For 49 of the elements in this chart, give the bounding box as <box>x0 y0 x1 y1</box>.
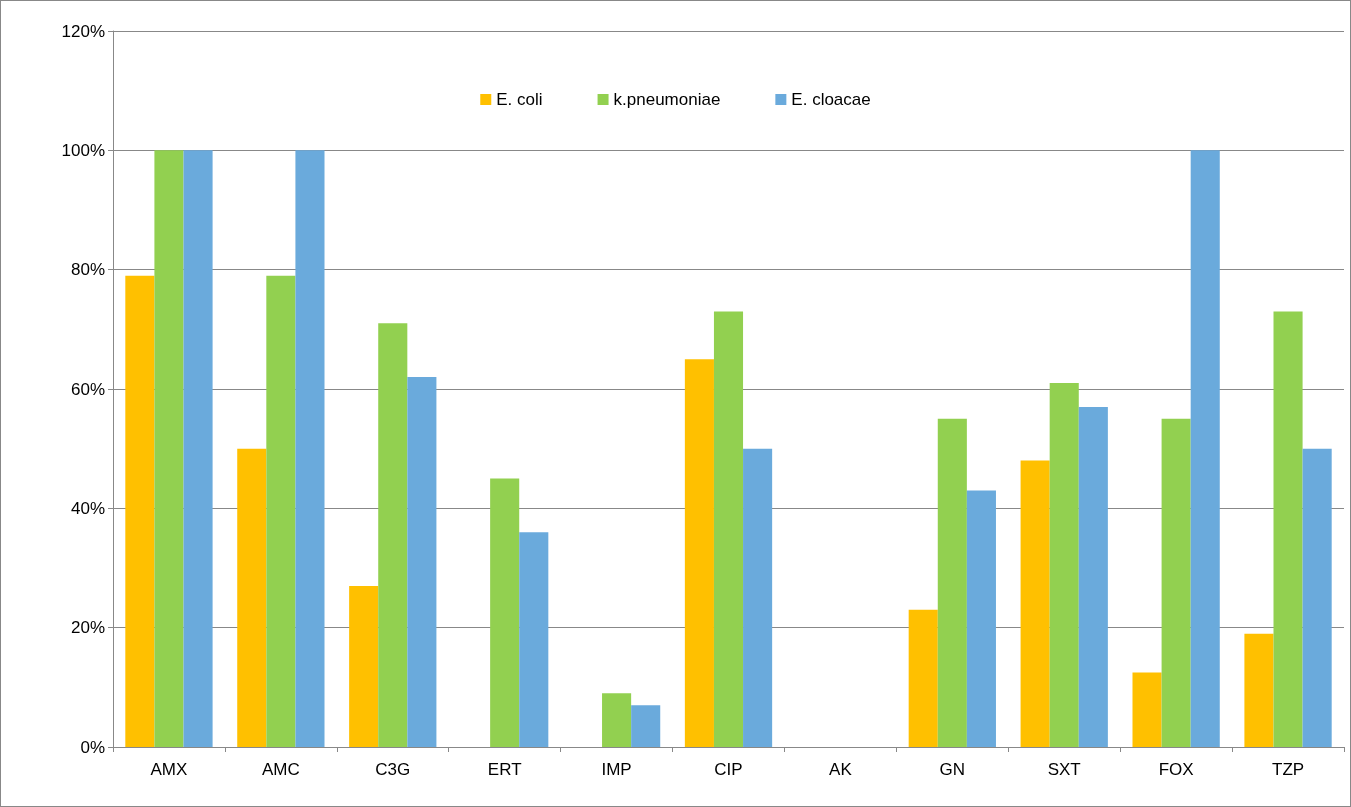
x-tick-label: GN <box>939 760 966 779</box>
bar <box>349 585 379 747</box>
bar <box>1078 406 1108 747</box>
bar <box>490 478 520 747</box>
bar <box>407 377 437 747</box>
bar <box>295 150 325 747</box>
bar <box>684 359 714 747</box>
y-tick-label: 20% <box>70 618 105 638</box>
bar <box>631 705 661 747</box>
x-tick-label: TZP <box>1271 760 1305 779</box>
bar <box>1244 633 1274 747</box>
x-tick-label: FOX <box>1158 760 1194 779</box>
x-tick-label: AMX <box>150 760 188 779</box>
x-tick-label: AK <box>829 760 853 779</box>
bar <box>1190 150 1220 747</box>
y-tick-label: 120% <box>61 21 105 41</box>
bar <box>154 150 184 747</box>
bar <box>966 490 996 747</box>
bar <box>1020 460 1050 747</box>
bar <box>713 311 744 747</box>
bar <box>1273 311 1303 747</box>
x-tick-label: AMC <box>261 760 300 779</box>
legend-label: E. cloacae <box>791 90 871 109</box>
x-tick-label: SXT <box>1047 760 1081 779</box>
bar <box>1302 448 1332 747</box>
bar <box>743 448 773 747</box>
y-tick-label: 0% <box>80 737 105 757</box>
x-tick-label: ERT <box>487 760 522 779</box>
bar <box>1049 383 1079 747</box>
bar <box>1132 672 1162 747</box>
y-tick-label: 40% <box>70 498 105 518</box>
x-tick-label: C3G <box>375 760 411 779</box>
bar <box>266 275 296 747</box>
bar <box>1161 418 1191 747</box>
x-tick-label: CIP <box>714 760 743 779</box>
bar <box>183 150 213 747</box>
bar <box>519 532 549 747</box>
bar <box>125 275 155 747</box>
bar <box>937 418 967 747</box>
legend-label: k.pneumoniae <box>613 90 721 109</box>
bar <box>602 693 632 747</box>
y-tick-label: 100% <box>61 140 105 160</box>
legend-label: E. coli <box>496 90 543 109</box>
bar <box>237 448 267 747</box>
y-tick-label: 80% <box>70 260 105 280</box>
x-tick-label: IMP <box>601 760 632 779</box>
bar <box>908 609 938 747</box>
bar <box>378 323 408 747</box>
y-tick-label: 60% <box>70 379 105 399</box>
